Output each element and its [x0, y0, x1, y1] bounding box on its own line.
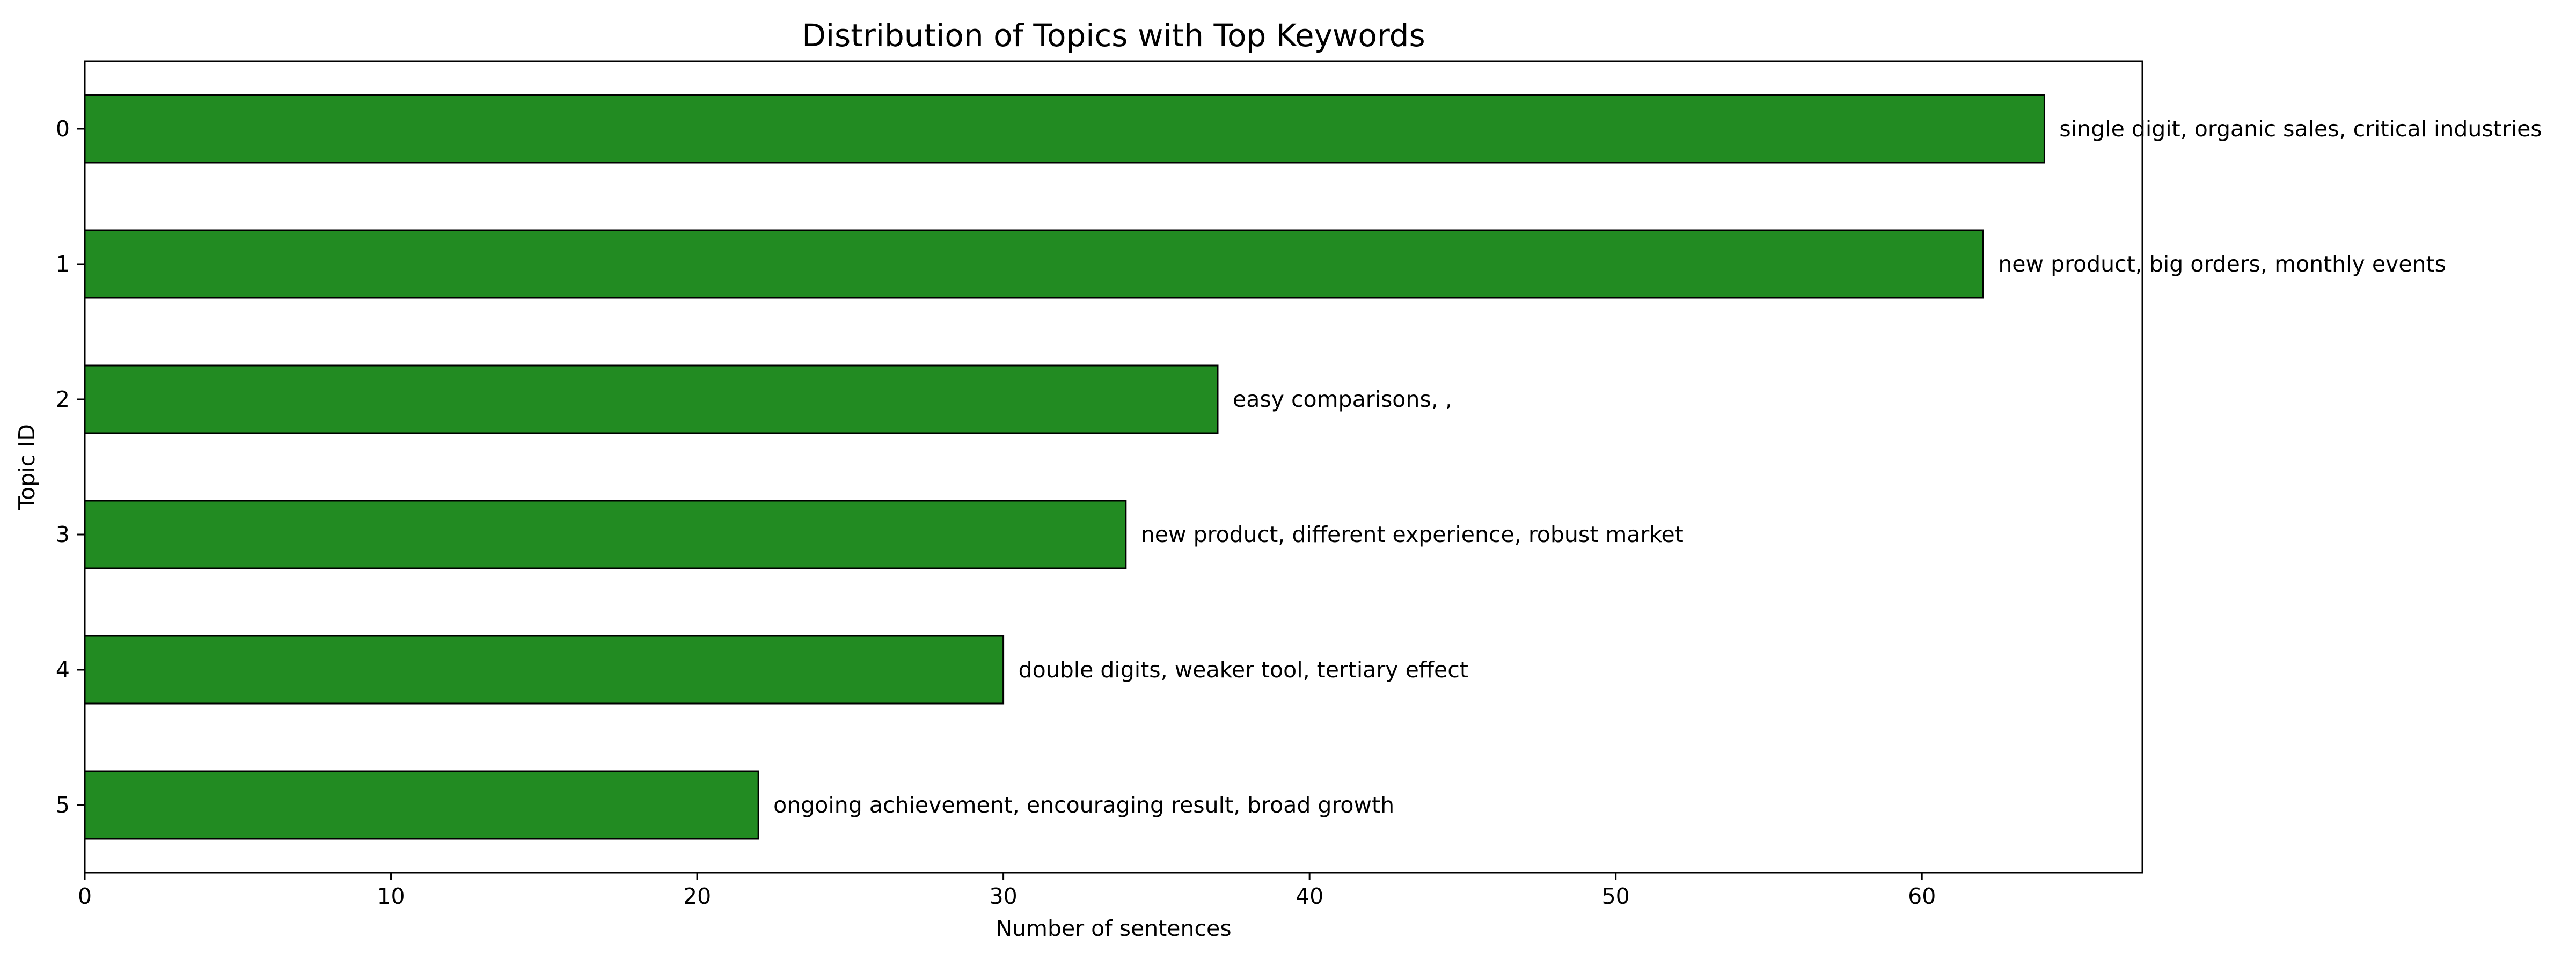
bar-topic-5 [84, 770, 759, 840]
bar-labels-layer: single digit, organic sales, critical in… [773, 116, 2542, 818]
x-tick-label: 40 [1296, 883, 1323, 909]
x-tick-label: 20 [683, 883, 711, 909]
x-tick-label: 50 [1602, 883, 1630, 909]
bar-label: easy comparisons, , [1233, 386, 1452, 412]
y-tick-label: 1 [56, 251, 70, 277]
bar-topic-1 [84, 229, 1984, 299]
chart-title: Distribution of Topics with Top Keywords [802, 17, 1425, 54]
y-tick-label: 5 [56, 792, 70, 818]
y-tick-label: 4 [56, 657, 70, 683]
bars-layer [84, 94, 2045, 840]
x-tick-label: 60 [1908, 883, 1936, 909]
bar-label: single digit, organic sales, critical in… [2059, 116, 2542, 142]
y-axis-label: Topic ID [14, 424, 40, 510]
bar-topic-3 [84, 500, 1127, 569]
y-tick-label: 2 [56, 386, 70, 412]
bar-label: ongoing achievement, encouraging result,… [773, 792, 1394, 818]
x-tick-label: 30 [990, 883, 1018, 909]
x-tick-label: 0 [78, 883, 92, 909]
bar-label: new product, big orders, monthly events [1998, 251, 2446, 277]
bar-label: double digits, weaker tool, tertiary eff… [1019, 657, 1468, 683]
bar-topic-2 [84, 364, 1219, 434]
plot-frame [84, 60, 2143, 874]
bar-label: new product, different experience, robus… [1141, 522, 1684, 547]
x-axis-label: Number of sentences [996, 916, 1231, 941]
bar-topic-4 [84, 635, 1005, 705]
bar-topic-0 [84, 94, 2045, 164]
x-tick-label: 10 [377, 883, 405, 909]
y-tick-label: 0 [56, 116, 70, 142]
y-tick-label: 3 [56, 522, 70, 547]
